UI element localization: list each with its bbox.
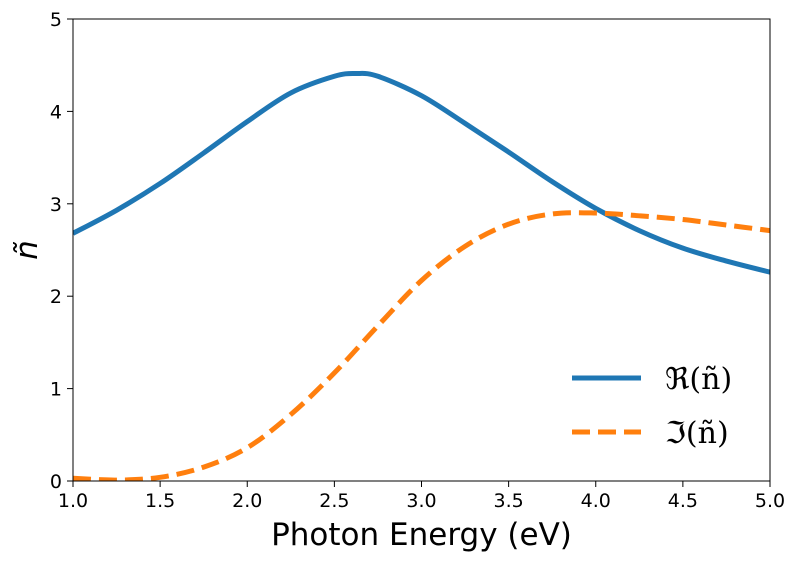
x-tick-label: 5.0 (755, 490, 785, 512)
y-tick-label: 0 (50, 471, 62, 493)
y-tick-label: 1 (50, 379, 62, 401)
legend-label-1: ℜ(ñ) (665, 362, 732, 397)
legend-label-2: ℑ(ñ) (665, 416, 729, 451)
plot-frame (72, 18, 771, 482)
x-axis-title: Photon Energy (eV) (271, 517, 572, 553)
x-tick-label: 4.0 (581, 490, 611, 512)
x-axis-ticks: 1.0 1.5 2.0 2.5 3.0 3.5 4.0 4.5 5.0 (58, 481, 785, 512)
y-tick-label: 4 (50, 101, 62, 123)
y-axis-title: ñ (9, 240, 45, 260)
x-tick-label: 4.5 (668, 490, 698, 512)
legend: ℜ(ñ) ℑ(ñ) (572, 362, 732, 451)
series-layer (73, 70, 770, 481)
series-line-1 (73, 70, 770, 275)
y-tick-label: 5 (50, 9, 62, 31)
x-tick-label: 1.0 (58, 490, 88, 512)
y-tick-label: 2 (50, 286, 62, 308)
x-tick-label: 2.0 (232, 490, 262, 512)
series-line-2 (73, 210, 770, 481)
x-tick-label: 3.0 (406, 490, 436, 512)
y-axis-ticks: 0 1 2 3 4 5 (50, 9, 73, 493)
x-tick-label: 2.5 (319, 490, 349, 512)
x-tick-label: 3.5 (494, 490, 524, 512)
x-tick-label: 1.5 (145, 490, 175, 512)
y-tick-label: 3 (50, 194, 62, 216)
